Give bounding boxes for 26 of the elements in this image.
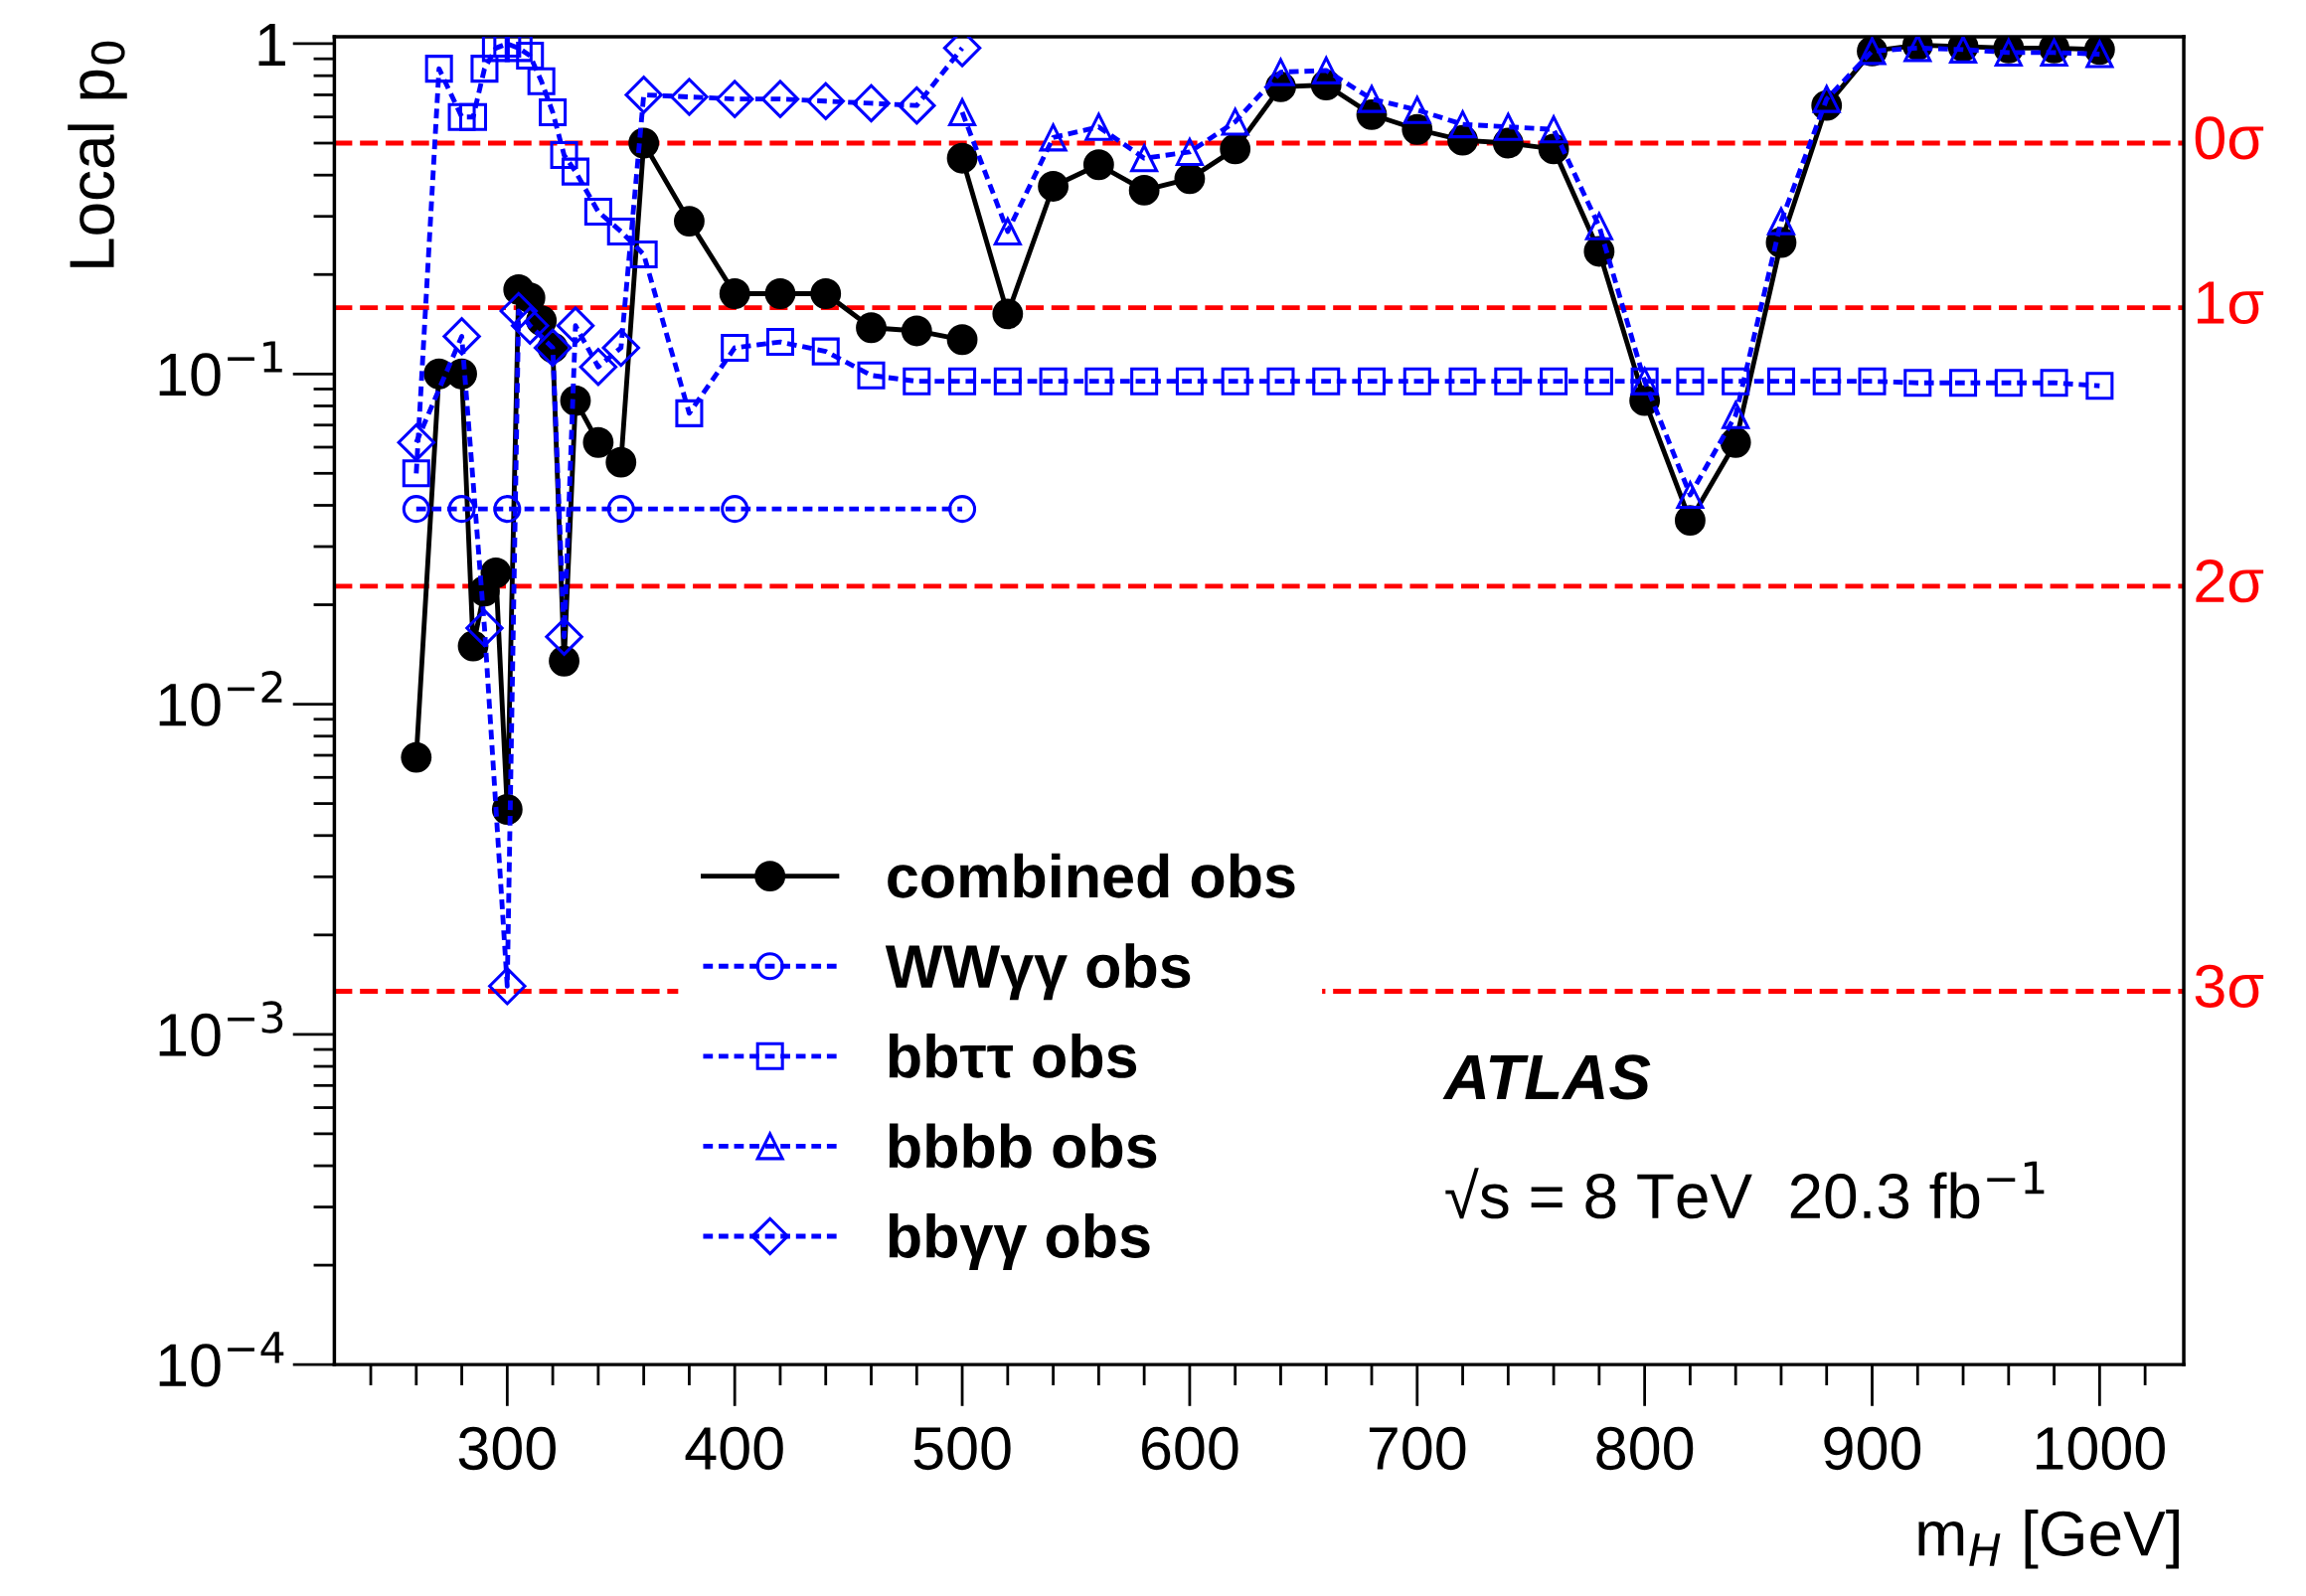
annotation: √s = 8 TeV 20.3 fb$^{−1}$ (1445, 1161, 2045, 1219)
y-axis-title: Local p$_{0}$ (68, 41, 127, 267)
legend-label: WWγγ obs (885, 943, 1191, 1001)
x-tick-label: 800 (1596, 1426, 1694, 1471)
ref-line-label: 0σ (2195, 116, 2264, 160)
ref-line-label: 2σ (2196, 559, 2264, 603)
legend-label: bbbb obs (889, 1123, 1157, 1169)
x-axis-title: m$_{H}$ [GeV] (1918, 1509, 2179, 1569)
x-tick-label: 400 (685, 1426, 783, 1471)
x-tick-label: 300 (458, 1426, 556, 1471)
y-tick-label: 10$^{−1}$ (159, 341, 282, 397)
x-tick-label: 1000 (2037, 1426, 2165, 1471)
legend-label: bbττ obs (889, 1033, 1137, 1078)
x-tick-label: 700 (1369, 1426, 1466, 1471)
x-tick-label: 500 (913, 1426, 1011, 1471)
legend-label: bbγγ obs (889, 1213, 1150, 1271)
y-tick-label: 1 (258, 24, 285, 67)
y-tick-label: 10$^{−4}$ (159, 1332, 284, 1387)
ref-line-label: 3σ (2195, 964, 2264, 1008)
legend-label: combined obs (888, 853, 1295, 898)
y-tick-label: 10$^{−3}$ (159, 1001, 283, 1057)
y-tick-label: 10$^{−2}$ (159, 671, 282, 726)
annotation: ATLAS (1442, 1054, 1651, 1100)
ref-line-label: 1σ (2198, 281, 2264, 325)
x-tick-label: 600 (1142, 1426, 1238, 1471)
x-tick-label: 900 (1824, 1426, 1921, 1471)
